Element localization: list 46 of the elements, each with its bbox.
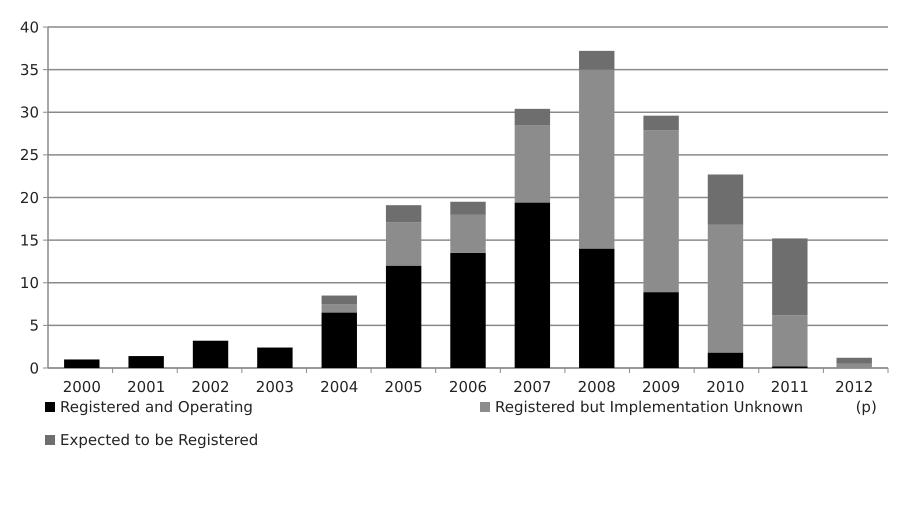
x-tick-label: 2003 — [256, 378, 294, 396]
bar — [322, 304, 357, 313]
y-tick-label: 40 — [20, 18, 39, 36]
x-tick-label: 2000 — [62, 378, 101, 396]
bar — [708, 174, 744, 225]
x-tick-label: 2006 — [448, 378, 488, 396]
x-tick-label: 2010 — [706, 378, 745, 396]
y-tick-label: 5 — [29, 316, 39, 335]
bar — [514, 108, 550, 126]
bar — [643, 292, 679, 368]
x-tick-label: 2009 — [642, 378, 680, 396]
bar — [579, 50, 614, 70]
x-tick-label: 2011 — [770, 378, 809, 396]
x-tick-label: 2007 — [513, 378, 552, 396]
x-tick-label: 2005 — [384, 378, 423, 396]
bar — [192, 340, 228, 368]
y-tick-label: 25 — [20, 146, 39, 164]
bar — [579, 248, 614, 368]
x-tick-label: 2008 — [578, 378, 616, 396]
bar — [836, 358, 872, 364]
y-tick-label: 35 — [20, 60, 39, 79]
x-tick-label: 2004 — [320, 378, 358, 396]
bar — [64, 359, 100, 368]
legend-label: Registered and Operating — [60, 398, 253, 416]
legend-label: Expected to be Registered — [60, 431, 258, 449]
x-tick-label: 2001 — [127, 378, 166, 396]
x-tick-label: 2012 (p) — [835, 378, 877, 416]
bar — [257, 348, 293, 368]
bar — [322, 312, 357, 368]
y-tick-label: 15 — [20, 231, 39, 250]
bar — [772, 238, 808, 316]
bar — [450, 202, 486, 215]
bar — [450, 252, 486, 368]
y-tick-label: 10 — [20, 274, 39, 292]
legend-label: Registered but Implementation Unknown — [495, 398, 804, 416]
bar — [514, 202, 550, 368]
y-tick-label: 0 — [29, 359, 39, 378]
bar — [386, 266, 422, 368]
bar — [708, 352, 744, 368]
bar — [322, 296, 357, 304]
bar — [643, 116, 679, 130]
bar — [386, 205, 422, 222]
x-tick-label: 2002 — [191, 378, 230, 396]
y-tick-label: 20 — [20, 188, 39, 207]
y-tick-label: 30 — [20, 104, 39, 122]
bar — [128, 356, 164, 368]
